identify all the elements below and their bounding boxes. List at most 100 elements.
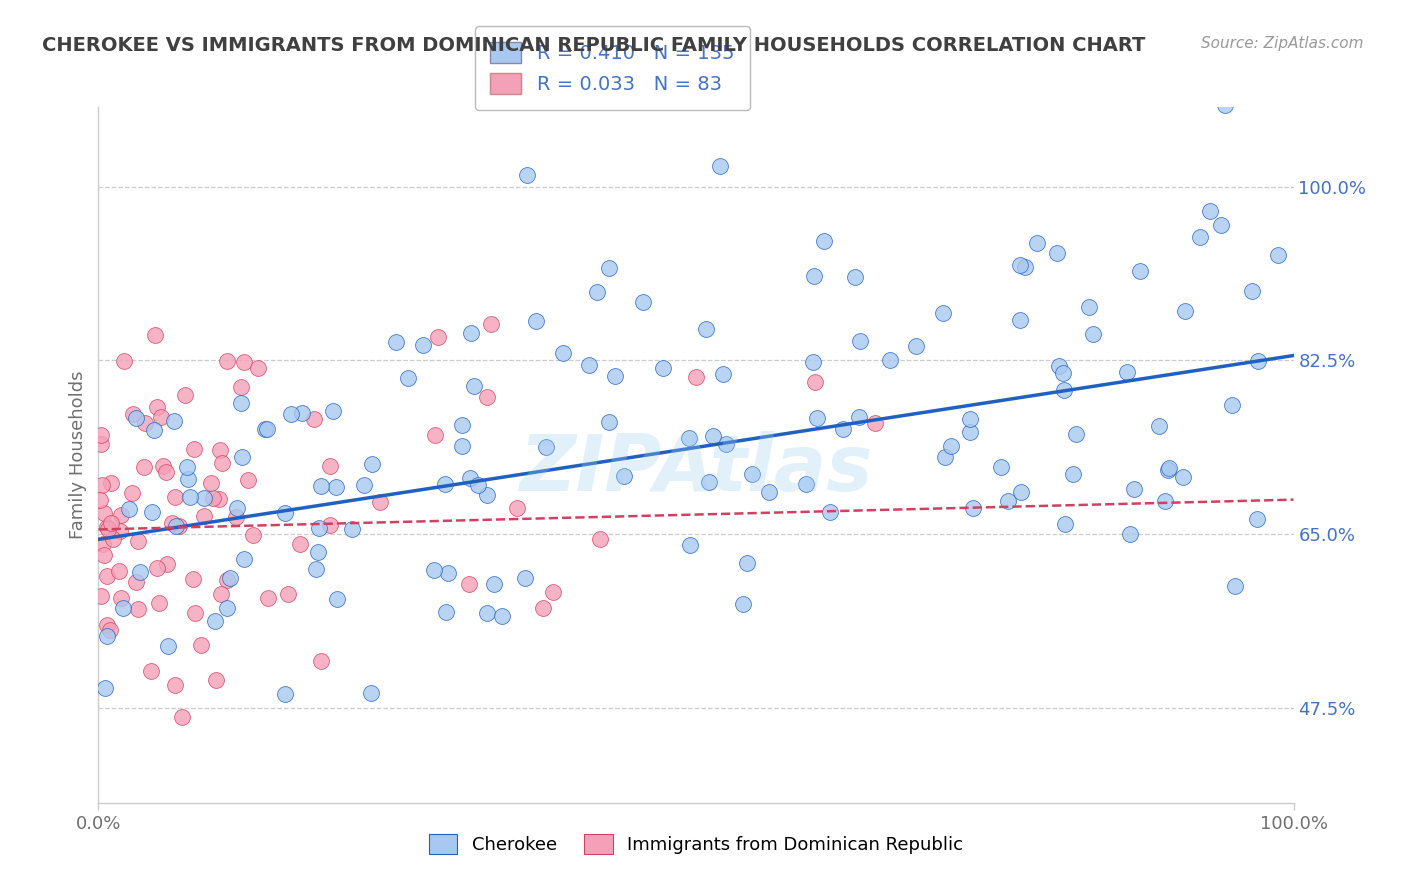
Point bbox=[225, 510, 247, 524]
Point bbox=[100, 475, 122, 490]
Point bbox=[308, 521, 330, 535]
Point bbox=[436, 566, 458, 581]
Point bbox=[209, 587, 232, 601]
Point bbox=[1014, 260, 1036, 274]
Point bbox=[396, 370, 419, 384]
Point bbox=[731, 597, 754, 611]
Point bbox=[156, 639, 179, 653]
Point bbox=[962, 500, 984, 515]
Point bbox=[174, 388, 197, 402]
Point bbox=[360, 686, 382, 700]
Point bbox=[169, 519, 191, 533]
Point bbox=[360, 457, 382, 471]
Point bbox=[121, 407, 143, 421]
Point bbox=[685, 370, 707, 384]
Point bbox=[613, 469, 636, 483]
Point bbox=[506, 501, 529, 516]
Point bbox=[1077, 300, 1099, 314]
Point bbox=[513, 571, 536, 585]
Y-axis label: Family Households: Family Households bbox=[69, 371, 87, 539]
Point bbox=[932, 306, 955, 320]
Point bbox=[219, 571, 242, 585]
Point bbox=[247, 361, 270, 376]
Point bbox=[451, 417, 474, 432]
Point bbox=[353, 477, 375, 491]
Point bbox=[1116, 365, 1139, 379]
Point bbox=[215, 573, 238, 587]
Point bbox=[804, 375, 827, 389]
Point bbox=[201, 491, 224, 505]
Point bbox=[305, 562, 328, 576]
Point bbox=[1213, 98, 1236, 112]
Point bbox=[156, 557, 179, 571]
Point bbox=[1189, 229, 1212, 244]
Point bbox=[93, 548, 115, 562]
Point bbox=[254, 422, 277, 436]
Point bbox=[108, 524, 131, 538]
Point bbox=[758, 485, 780, 500]
Point bbox=[179, 490, 201, 504]
Point bbox=[541, 585, 564, 599]
Point bbox=[368, 495, 391, 509]
Point bbox=[190, 638, 212, 652]
Point bbox=[93, 536, 115, 550]
Point bbox=[1129, 264, 1152, 278]
Point bbox=[1083, 327, 1105, 342]
Point bbox=[475, 390, 498, 404]
Point bbox=[695, 322, 717, 336]
Text: CHEROKEE VS IMMIGRANTS FROM DOMINICAN REPUBLIC FAMILY HOUSEHOLDS CORRELATION CHA: CHEROKEE VS IMMIGRANTS FROM DOMINICAN RE… bbox=[42, 36, 1146, 54]
Point bbox=[143, 328, 166, 343]
Point bbox=[184, 607, 207, 621]
Point bbox=[1052, 366, 1074, 380]
Point bbox=[1010, 258, 1032, 272]
Point bbox=[208, 442, 231, 457]
Point bbox=[232, 355, 254, 369]
Point bbox=[100, 516, 122, 530]
Text: Source: ZipAtlas.com: Source: ZipAtlas.com bbox=[1201, 36, 1364, 51]
Point bbox=[467, 478, 489, 492]
Point bbox=[709, 159, 731, 173]
Point bbox=[134, 459, 156, 474]
Point bbox=[598, 415, 620, 429]
Point bbox=[1222, 398, 1244, 412]
Point bbox=[848, 409, 870, 424]
Point bbox=[242, 528, 264, 542]
Point bbox=[304, 411, 326, 425]
Point bbox=[463, 379, 485, 393]
Point bbox=[849, 334, 872, 349]
Point bbox=[94, 681, 117, 695]
Point bbox=[457, 577, 479, 591]
Point bbox=[181, 572, 204, 586]
Point bbox=[589, 532, 612, 546]
Point bbox=[1267, 248, 1289, 262]
Point bbox=[436, 605, 458, 619]
Point bbox=[479, 317, 502, 331]
Point bbox=[146, 400, 169, 414]
Point bbox=[844, 270, 866, 285]
Point bbox=[551, 346, 574, 360]
Point bbox=[934, 450, 956, 464]
Point bbox=[1157, 463, 1180, 477]
Point bbox=[412, 337, 434, 351]
Point bbox=[477, 606, 499, 620]
Point bbox=[274, 506, 297, 520]
Point bbox=[1047, 359, 1070, 374]
Point bbox=[309, 654, 332, 668]
Point bbox=[311, 479, 333, 493]
Point bbox=[163, 414, 186, 428]
Point bbox=[603, 369, 626, 384]
Point bbox=[101, 533, 124, 547]
Point bbox=[711, 368, 734, 382]
Point bbox=[90, 427, 112, 442]
Point bbox=[165, 519, 187, 533]
Point bbox=[1008, 313, 1031, 327]
Point bbox=[165, 490, 187, 504]
Point bbox=[125, 575, 148, 590]
Point bbox=[90, 590, 112, 604]
Point bbox=[193, 491, 215, 506]
Point bbox=[204, 615, 226, 629]
Point bbox=[257, 591, 280, 605]
Point bbox=[96, 569, 118, 583]
Point bbox=[98, 623, 121, 637]
Point bbox=[451, 439, 474, 453]
